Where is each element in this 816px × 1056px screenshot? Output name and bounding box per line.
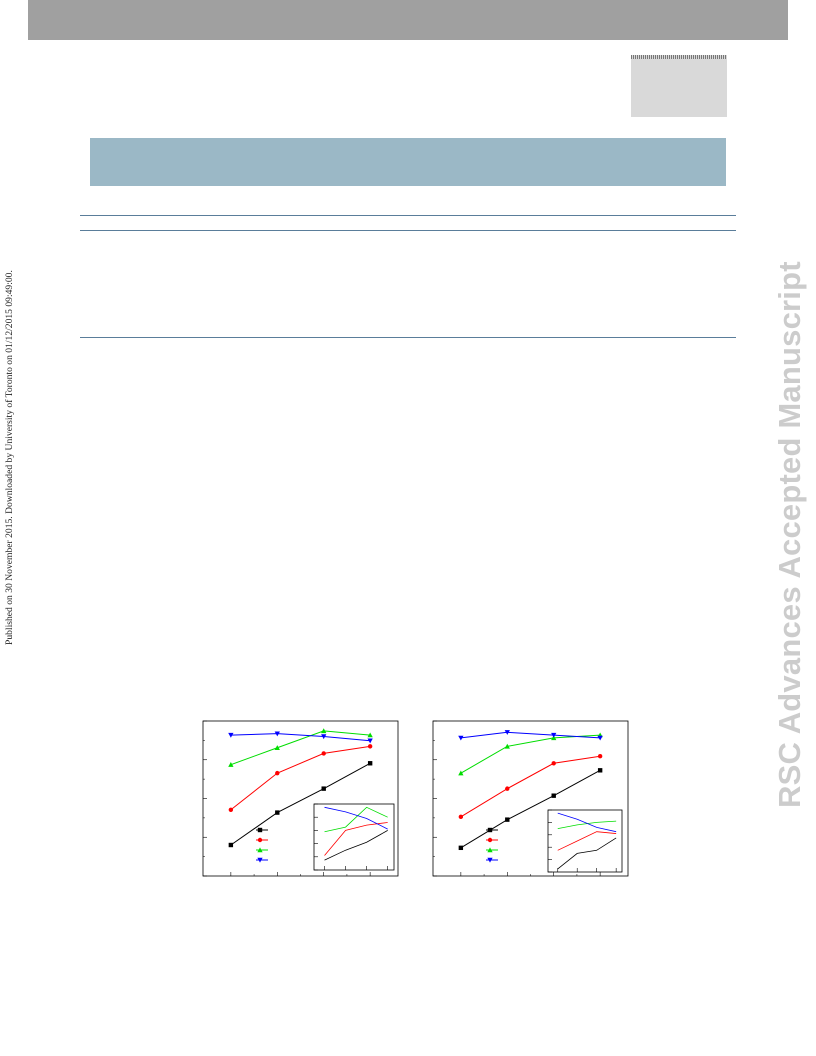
legend-marker-3 [487, 847, 493, 853]
legend-marker-2 [487, 837, 493, 843]
inset-series-2-line [557, 831, 617, 851]
main-series-2-point [367, 744, 373, 749]
main-series-1-point [458, 845, 464, 851]
inset-frame [547, 809, 623, 873]
main-series-4-point [321, 734, 327, 740]
main-series-4-point [228, 732, 234, 738]
main-series-3-point [504, 743, 510, 749]
legend-marker-3 [257, 847, 263, 853]
main-series-3-line [230, 730, 371, 766]
main-series-2-point [597, 754, 603, 759]
table-header-rule [80, 230, 736, 231]
table-bottom-rule [80, 337, 736, 338]
legend-marker-4 [257, 857, 263, 863]
main-series-3-point [274, 745, 280, 750]
inset-series-1-line [557, 837, 617, 870]
main-series-4-point [597, 735, 603, 741]
inset-frame [313, 803, 395, 871]
main-series-1-point [505, 817, 510, 822]
main-series-1-point [228, 842, 234, 848]
main-series-1-point [551, 793, 556, 798]
main-series-4-point [458, 735, 464, 741]
main-series-2-point [321, 751, 326, 756]
legend-marker-1 [487, 827, 493, 833]
main-series-2-point [551, 761, 556, 766]
publication-note: Published on 30 November 2015. Downloade… [4, 270, 15, 645]
article-title-panel [90, 138, 726, 186]
inset-series-3-line [324, 806, 388, 833]
chart-right [432, 720, 629, 877]
main-series-2-line [230, 745, 371, 811]
main-series-1-point [321, 786, 326, 791]
main-series-2-line [460, 755, 601, 818]
legend-marker-2 [257, 837, 263, 843]
main-series-4-point [367, 738, 373, 744]
main-series-3-point [367, 732, 373, 738]
table-top-rule [80, 215, 736, 216]
chart-left [202, 720, 399, 877]
main-series-1-point [597, 768, 603, 773]
main-series-1-line [230, 762, 371, 846]
journal-logo [631, 55, 727, 117]
main-series-2-point [275, 770, 280, 776]
logo-barcode-strip [631, 55, 727, 59]
main-series-2-point [458, 814, 464, 820]
accepted-manuscript-watermark: RSC Advances Accepted Manuscript [772, 261, 807, 808]
legend-marker-1 [257, 827, 263, 833]
main-series-2-point [228, 807, 234, 812]
main-series-3-point [321, 728, 327, 734]
legend-marker-4 [487, 857, 493, 863]
inset-series-4-line [557, 812, 617, 833]
main-series-4-line [230, 733, 371, 742]
main-series-4-line [460, 731, 601, 739]
main-series-4-point [551, 732, 557, 738]
main-series-1-line [460, 769, 601, 849]
inset-series-1-line [324, 830, 388, 861]
main-series-1-point [367, 761, 373, 766]
inset-series-4-line [324, 806, 388, 830]
main-series-3-point [228, 762, 234, 767]
main-series-4-point [274, 731, 280, 737]
main-series-3-point [458, 770, 464, 776]
main-series-4-point [504, 730, 510, 735]
main-series-2-point [505, 786, 510, 791]
main-series-1-point [275, 810, 280, 815]
header-bar [28, 0, 788, 40]
